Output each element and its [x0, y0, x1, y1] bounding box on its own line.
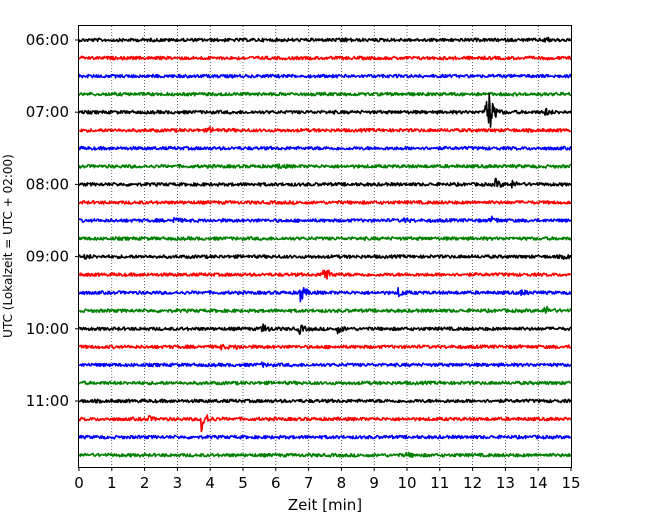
x-tick-label: 7 [304, 474, 314, 492]
x-tick-label: 2 [140, 474, 150, 492]
trace-1030 [78, 361, 572, 368]
trace-0645 [78, 91, 572, 97]
x-tick-label: 11 [430, 474, 449, 492]
trace-0815 [78, 199, 572, 205]
x-axis-label: Zeit [min] [288, 496, 362, 514]
trace-0745 [78, 163, 572, 170]
trace-0715 [78, 126, 572, 134]
y-axis: 06:00 07:00 08:00 09:00 10:00 11:00 [26, 31, 79, 410]
trace-layer [78, 36, 572, 458]
y-axis-label: UTC (Lokalzeit = UTC + 02:00) [1, 154, 15, 338]
x-tick-label: 1 [107, 474, 117, 492]
trace-0915 [78, 269, 572, 280]
x-tick-label: 8 [337, 474, 347, 492]
trace-0930 [78, 286, 572, 303]
trace-0615 [78, 55, 572, 61]
trace-0600 [78, 36, 572, 43]
x-tick-label: 0 [74, 474, 84, 492]
trace-1045 [78, 380, 572, 386]
x-tick-label: 13 [496, 474, 515, 492]
x-tick-label: 3 [173, 474, 183, 492]
y-tick-label: 10:00 [26, 320, 69, 338]
trace-1100 [78, 398, 572, 404]
trace-0800 [78, 177, 572, 189]
trace-0630 [78, 73, 572, 79]
trace-0945 [78, 305, 572, 315]
trace-1015 [78, 343, 572, 351]
y-tick-label: 07:00 [26, 103, 69, 121]
x-tick-label: 10 [397, 474, 416, 492]
y-tick-label: 08:00 [26, 175, 69, 193]
x-tick-label: 6 [271, 474, 281, 492]
y-tick-label: 09:00 [26, 248, 69, 266]
x-tick-label: 12 [463, 474, 482, 492]
x-tick-label: 5 [238, 474, 248, 492]
x-tick-label: 9 [369, 474, 379, 492]
trace-0845 [78, 236, 572, 242]
trace-1145 [78, 451, 572, 458]
y-tick-label: 11:00 [26, 392, 69, 410]
trace-1115 [78, 414, 572, 433]
x-tick-label: 14 [529, 474, 548, 492]
x-tick-label: 4 [205, 474, 215, 492]
plot-frame [78, 25, 572, 468]
trace-0730 [78, 145, 572, 151]
x-tick-label: 15 [561, 474, 580, 492]
trace-0900 [78, 253, 572, 260]
x-axis: 0 1 2 3 4 5 6 7 8 9 10 11 12 13 14 15 [74, 467, 581, 492]
trace-1000 [78, 323, 572, 336]
trace-1130 [78, 434, 572, 440]
y-tick-label: 06:00 [26, 31, 69, 49]
trace-0700 [78, 93, 572, 128]
trace-0830 [78, 215, 572, 224]
